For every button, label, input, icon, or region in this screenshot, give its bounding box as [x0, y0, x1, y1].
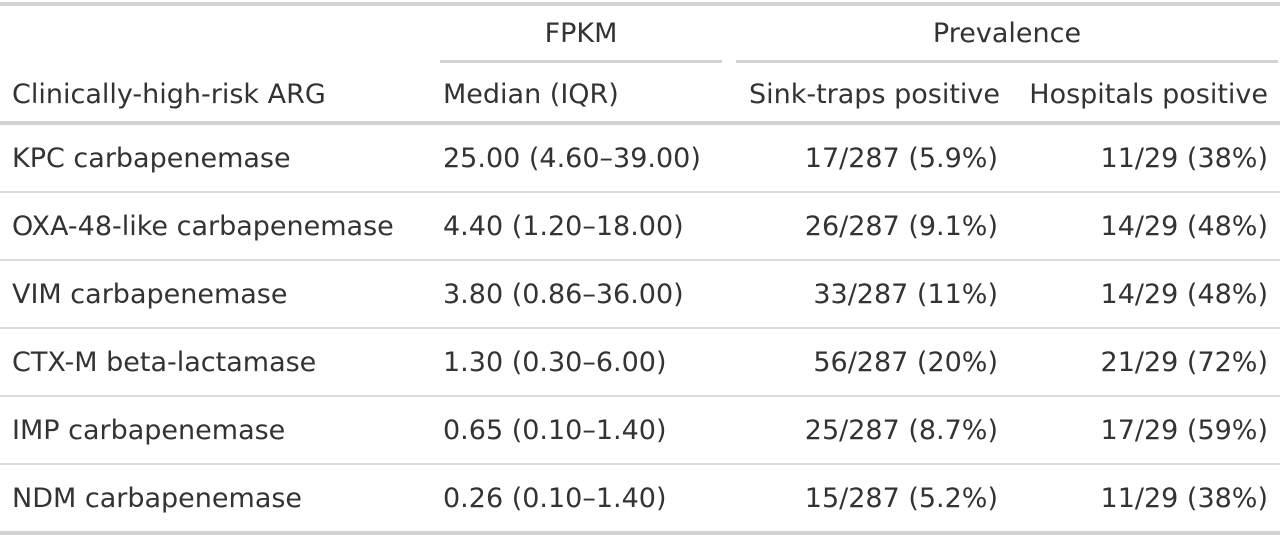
cell-hosp: 11/29 (38%) — [1100, 483, 1268, 514]
cell-sink: 25/287 (8.7%) — [804, 415, 998, 446]
cell-sink: 33/287 (11%) — [813, 279, 998, 310]
cell-arg: KPC carbapenemase — [12, 143, 291, 174]
cell-arg: CTX-M beta-lactamase — [12, 347, 317, 378]
cell-median: 1.30 (0.30–6.00) — [443, 347, 667, 378]
column-header-arg: Clinically-high-risk ARG — [12, 79, 326, 110]
spanner-prevalence-line — [736, 60, 1278, 63]
row-divider — [0, 191, 1280, 193]
row-divider — [0, 463, 1280, 465]
cell-hosp: 14/29 (48%) — [1100, 211, 1268, 242]
cell-arg: OXA-48-like carbapenemase — [12, 211, 394, 242]
cell-median: 3.80 (0.86–36.00) — [443, 279, 684, 310]
column-header-sink: Sink-traps positive — [748, 79, 1000, 110]
header-rule — [0, 121, 1280, 125]
cell-median: 0.26 (0.10–1.40) — [443, 483, 667, 514]
table-bottom-rule — [0, 531, 1280, 535]
cell-arg: NDM carbapenemase — [12, 483, 303, 514]
cell-median: 4.40 (1.20–18.00) — [443, 211, 684, 242]
cell-arg: VIM carbapenemase — [12, 279, 288, 310]
column-header-hosp: Hospitals positive — [1029, 79, 1268, 110]
cell-hosp: 17/29 (59%) — [1100, 415, 1268, 446]
row-divider — [0, 259, 1280, 261]
cell-hosp: 11/29 (38%) — [1100, 143, 1268, 174]
column-header-median: Median (IQR) — [443, 79, 619, 110]
cell-arg: IMP carbapenemase — [12, 415, 286, 446]
cell-sink: 17/287 (5.9%) — [804, 143, 998, 174]
spanner-fpkm: FPKM — [544, 18, 618, 49]
cell-sink: 26/287 (9.1%) — [804, 211, 998, 242]
cell-hosp: 21/29 (72%) — [1100, 347, 1268, 378]
cell-sink: 56/287 (20%) — [813, 347, 998, 378]
row-divider — [0, 395, 1280, 397]
cell-median: 25.00 (4.60–39.00) — [443, 143, 701, 174]
cell-median: 0.65 (0.10–1.40) — [443, 415, 667, 446]
spanner-fpkm-line — [440, 60, 722, 63]
cell-hosp: 14/29 (48%) — [1100, 279, 1268, 310]
spanner-prevalence: Prevalence — [932, 18, 1082, 49]
row-divider — [0, 327, 1280, 329]
table-top-rule — [0, 2, 1280, 6]
cell-sink: 15/287 (5.2%) — [804, 483, 998, 514]
